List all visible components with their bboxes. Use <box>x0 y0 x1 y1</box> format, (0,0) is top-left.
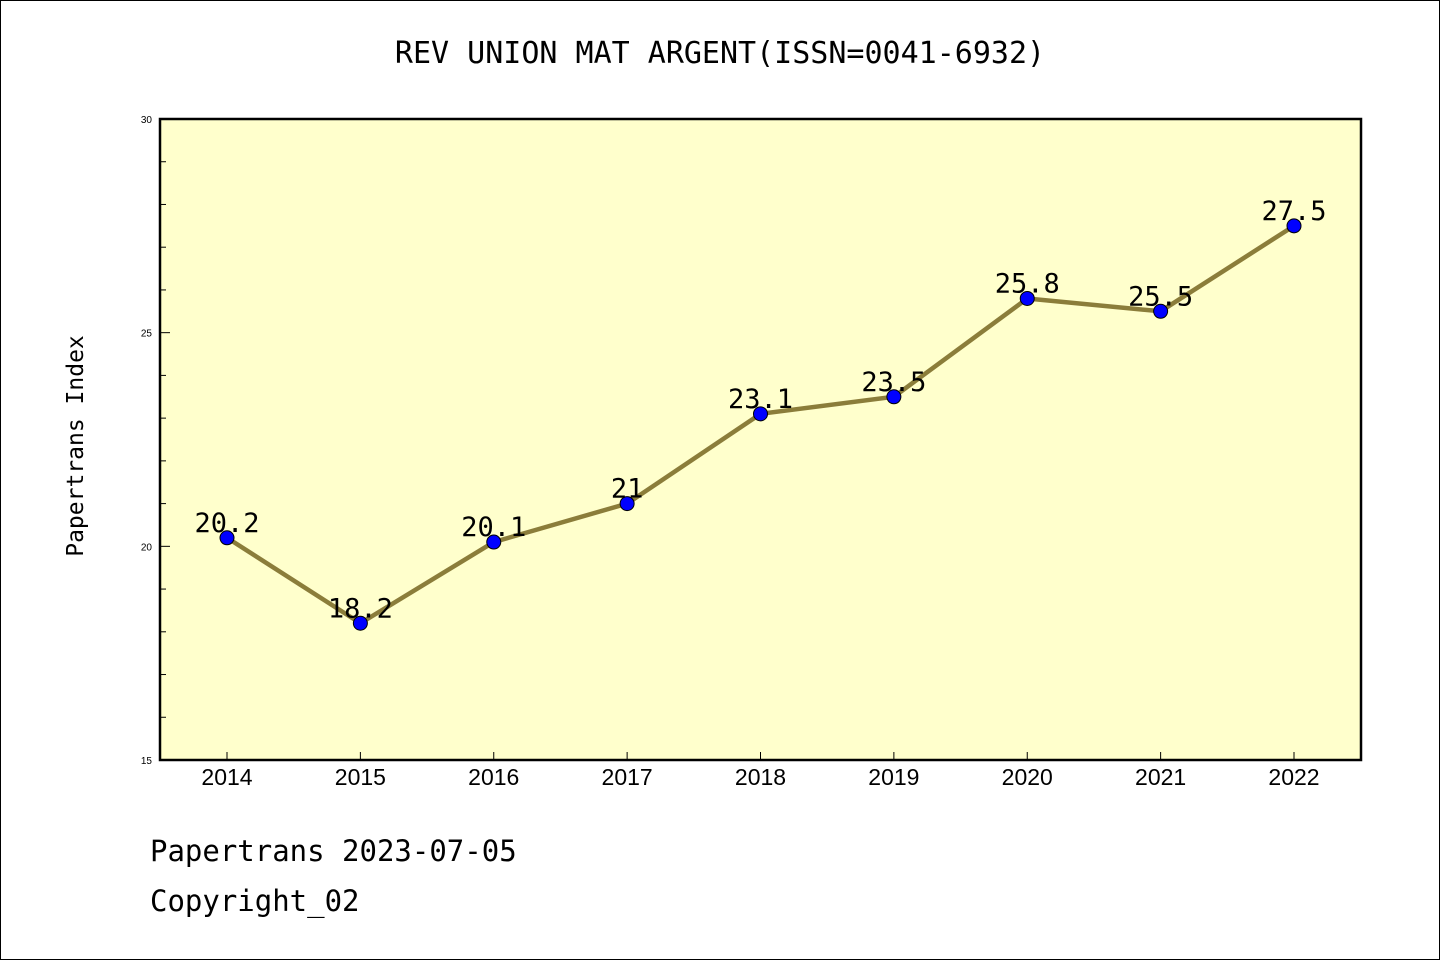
data-point <box>1153 303 1169 319</box>
data-label: 20.1 <box>461 512 526 543</box>
data-label: 23.5 <box>861 367 926 398</box>
data-point <box>1286 218 1302 234</box>
x-tick-label: 2019 <box>868 764 919 790</box>
data-label: 27.5 <box>1261 196 1326 227</box>
x-tick-label: 2018 <box>735 764 786 790</box>
data-label: 25.5 <box>1128 281 1193 312</box>
data-point <box>352 615 368 631</box>
x-tick-label: 2016 <box>468 764 519 790</box>
data-point <box>619 496 635 512</box>
plot-area <box>160 119 1361 760</box>
data-label: 18.2 <box>328 593 393 624</box>
y-tick-label: 30 <box>141 115 153 126</box>
data-label: 25.8 <box>995 268 1060 299</box>
data-label: 23.1 <box>728 384 793 415</box>
x-tick-label: 2015 <box>335 764 386 790</box>
data-point <box>753 406 768 422</box>
data-point <box>219 530 235 546</box>
plot-border <box>158 117 1363 762</box>
footer-copyright: Copyright_02 <box>150 884 360 918</box>
y-tick-label: 15 <box>141 756 153 767</box>
x-tick-label: 2021 <box>1135 764 1186 790</box>
data-label: 21 <box>611 474 644 505</box>
data-label: 20.2 <box>194 508 259 539</box>
x-axis-ticks: 2014 2015 2016 2017 2018 2019 2020 2021 2022 <box>201 752 1320 790</box>
footer-date: Papertrans 2023-07-05 <box>150 834 517 868</box>
y-tick-label: 25 <box>141 329 153 340</box>
x-tick-label: 2017 <box>602 764 653 790</box>
data-labels: 20.2 18.2 20.1 21 23.1 23.5 25.8 25.5 27.5 <box>194 196 1326 624</box>
x-tick-label: 2014 <box>201 764 252 790</box>
x-tick-label: 2020 <box>1002 764 1053 790</box>
data-point <box>486 534 502 550</box>
y-tick-label: 20 <box>141 542 153 553</box>
series-markers <box>219 218 1302 631</box>
chart-title: REV UNION MAT ARGENT(ISSN=0041-6932) <box>394 36 1046 71</box>
x-tick-label: 2022 <box>1268 764 1319 790</box>
data-point <box>886 389 902 405</box>
data-point <box>1019 290 1035 306</box>
